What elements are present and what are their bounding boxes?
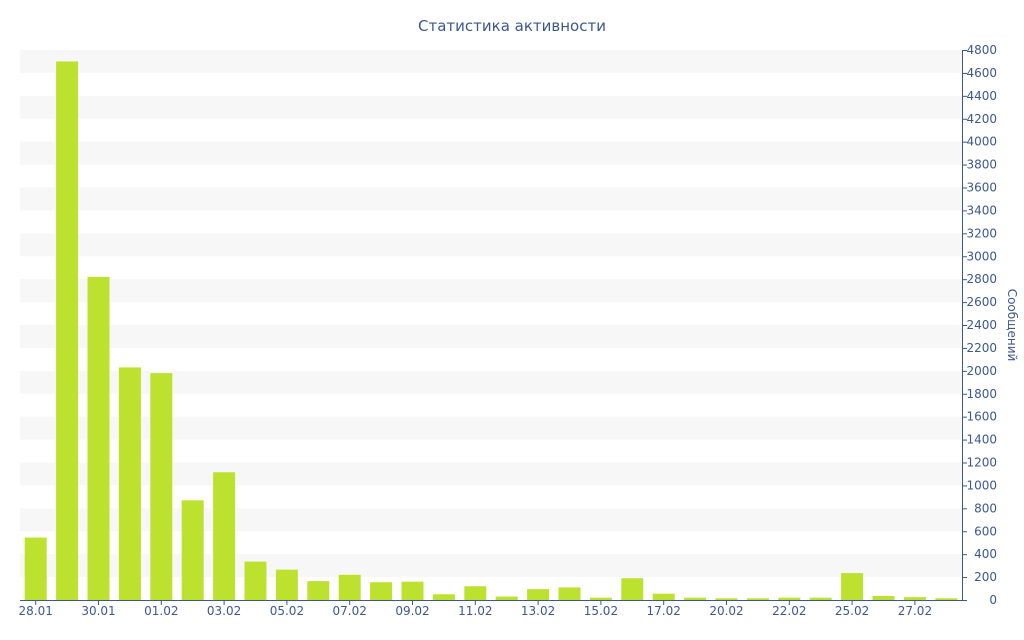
x-tick-label: 25.02	[835, 604, 869, 618]
y-axis-ticks: 0 200 400 600 800 1000 1200 1400 1600 1800 2000 220…	[962, 43, 997, 607]
bar	[275, 569, 298, 600]
x-tick-label: 22.02	[772, 604, 806, 618]
bar	[432, 594, 455, 600]
y-tick-label: 3000	[966, 249, 997, 263]
bar	[87, 276, 110, 601]
y-tick-label: 3800	[966, 158, 997, 172]
bar	[872, 595, 895, 600]
y-tick-label: 2400	[966, 318, 997, 332]
bar	[621, 578, 644, 600]
bar	[213, 472, 236, 600]
bar	[715, 598, 738, 600]
grid-band	[20, 187, 962, 211]
bar	[118, 367, 141, 600]
x-tick-label: 03.02	[207, 604, 241, 618]
y-tick-label: 1000	[966, 478, 997, 492]
y-tick-label: 4600	[966, 66, 997, 80]
x-tick-label: 15.02	[584, 604, 618, 618]
bar	[558, 587, 581, 600]
bar	[244, 561, 267, 600]
y-tick-label: 4800	[966, 43, 997, 57]
bar-series	[24, 61, 958, 601]
bar	[589, 597, 612, 600]
bar	[464, 586, 487, 600]
x-tick-label: 01.02	[144, 604, 178, 618]
y-tick-label: 3600	[966, 181, 997, 195]
y-tick-label: 1400	[966, 433, 997, 447]
bar	[307, 581, 330, 600]
bar	[181, 500, 204, 600]
x-tick-label: 05.02	[270, 604, 304, 618]
y-tick-label: 3200	[966, 226, 997, 240]
grid-band	[20, 50, 962, 73]
y-tick-label: 200	[974, 570, 997, 584]
x-tick-label: 11.02	[458, 604, 492, 618]
bar	[338, 574, 361, 600]
x-axis-ticks: 28.01 30.01 01.02 03.02 05.02 07.02 09.02 11.02…	[19, 600, 932, 618]
grid-band	[20, 508, 962, 532]
y-axis-title: Сообщений	[1005, 289, 1019, 362]
grid-band	[20, 416, 962, 440]
x-tick-label: 13.02	[521, 604, 555, 618]
bar	[903, 597, 926, 600]
bar	[809, 597, 832, 600]
grid-band	[20, 95, 962, 119]
y-tick-label: 1200	[966, 456, 997, 470]
x-tick-label: 17.02	[647, 604, 681, 618]
bar	[370, 582, 393, 600]
bar	[684, 597, 707, 600]
y-tick-label: 3400	[966, 203, 997, 217]
bar	[56, 61, 79, 600]
y-tick-label: 400	[974, 547, 997, 561]
grid-band	[20, 370, 962, 394]
y-tick-label: 1800	[966, 387, 997, 401]
y-tick-label: 2800	[966, 272, 997, 286]
x-tick-label: 30.01	[81, 604, 115, 618]
grid-band	[20, 462, 962, 486]
y-tick-label: 2000	[966, 364, 997, 378]
bar	[150, 373, 173, 601]
y-tick-label: 0	[989, 593, 997, 607]
bar	[401, 581, 424, 600]
y-tick-label: 600	[974, 524, 997, 538]
grid-band	[20, 141, 962, 165]
y-tick-label: 2600	[966, 295, 997, 309]
y-tick-label: 2200	[966, 341, 997, 355]
bar	[841, 573, 864, 600]
bar	[527, 589, 550, 600]
grid-bands	[20, 50, 962, 578]
bar	[24, 537, 47, 600]
bar	[778, 597, 801, 600]
y-tick-label: 4000	[966, 135, 997, 149]
x-tick-label: 28.01	[19, 604, 53, 618]
chart-title: Статистика активности	[418, 17, 606, 35]
x-tick-label: 20.02	[709, 604, 743, 618]
y-tick-label: 1600	[966, 410, 997, 424]
y-tick-label: 800	[974, 501, 997, 515]
x-tick-label: 09.02	[395, 604, 429, 618]
x-tick-label: 27.02	[898, 604, 932, 618]
grid-band	[20, 233, 962, 257]
grid-band	[20, 279, 962, 303]
bar	[495, 596, 518, 600]
x-tick-label: 07.02	[333, 604, 367, 618]
y-tick-label: 4200	[966, 112, 997, 126]
grid-band	[20, 325, 962, 348]
bar	[935, 598, 958, 600]
bar	[746, 598, 769, 600]
bar	[652, 593, 675, 600]
y-tick-label: 4400	[966, 89, 997, 103]
